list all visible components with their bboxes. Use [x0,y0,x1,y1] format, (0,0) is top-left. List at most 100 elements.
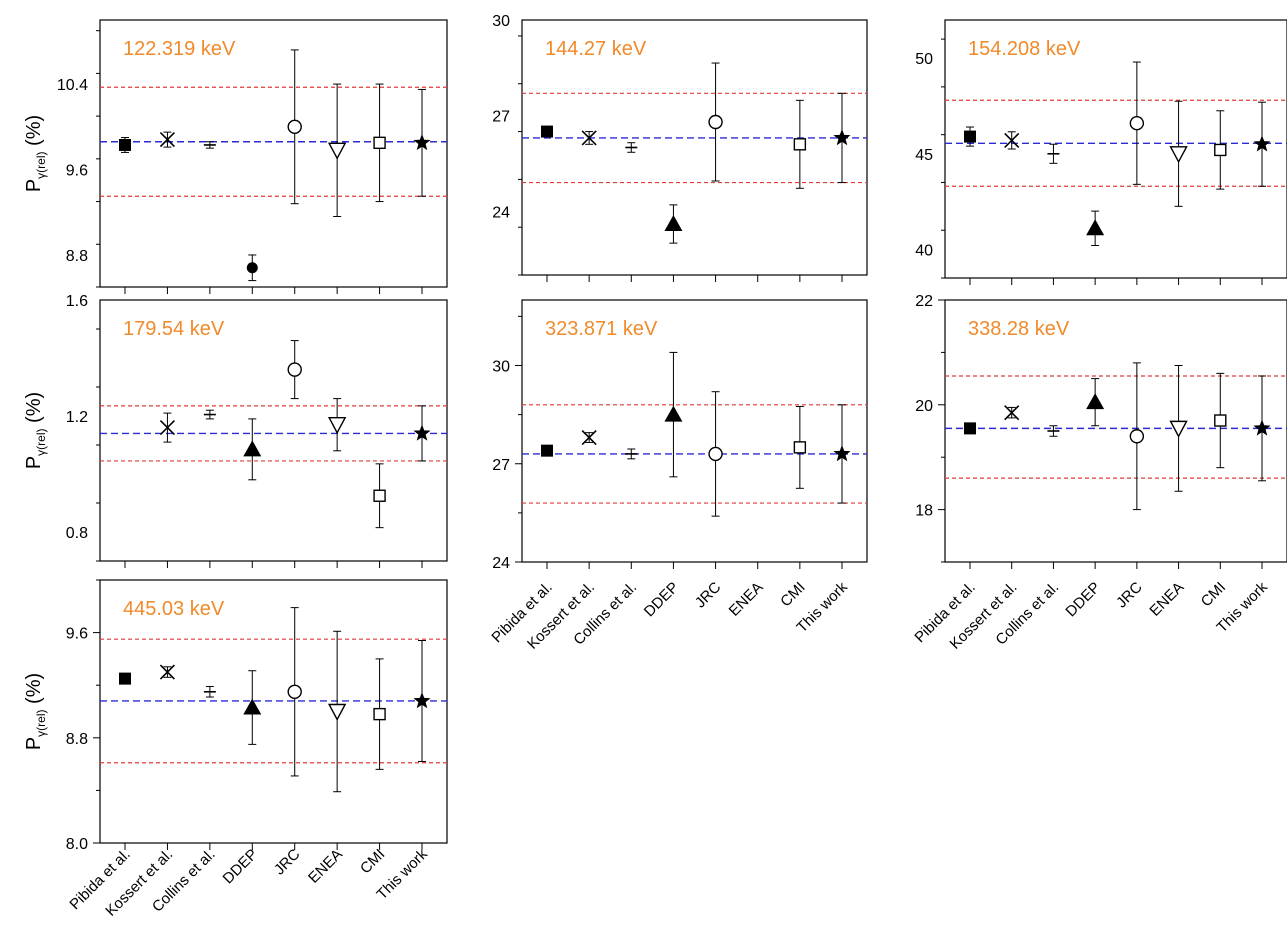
marker-x-cross [159,132,175,148]
y-tick-label: 24 [492,204,510,221]
marker-open-square [793,138,807,151]
y-tick-label: 8.8 [66,731,88,748]
y-tick-label: 8.8 [66,248,88,265]
marker-filled-square [541,125,553,138]
marker-open-circle [708,446,723,462]
marker-filled-square [964,130,976,143]
marker-open-triangle-down [327,142,347,160]
plot-frame [99,579,448,844]
x-category-label: DDEP [641,579,682,620]
marker-filled-square [964,422,976,435]
chart-title: 144.27 keV [545,38,647,60]
chart-title: 122.319 keV [123,38,236,60]
chart-panel-7: 8.0 8.8 9.6 445.03 keV Pγ(rel) (%) [23,579,448,853]
y-axis-label: Pγ(rel) (%) [23,392,48,469]
x-category-label: ENEA [726,579,767,620]
chart-panel-6: 18 20 22 338.28 keV [915,293,1287,569]
y-tick-label: 27 [492,109,510,126]
marker-x-cross [581,130,597,146]
marker-open-triangle-down [1169,146,1188,164]
chart-title: 179.54 keV [123,318,225,340]
x-category-label: JRC [271,846,304,879]
x-category-labels: Pibida et al.Kossert et al.Collins et al… [911,578,1271,652]
x-category-label: JRC [692,579,725,612]
marker-open-circle [1129,115,1145,131]
plot-frame [99,299,448,562]
chart-panel-3: 40 45 50 154.208 keV [915,19,1287,285]
y-tick-label: 1.2 [66,409,88,426]
y-tick-label: 9.6 [66,626,88,643]
plot-frame [521,19,868,276]
y-tick-label: 18 [915,503,933,520]
x-category-label: DDEP [1062,579,1103,620]
marker-x-cross [1004,405,1020,421]
marker-open-square [1214,143,1227,157]
marker-filled-star [413,691,431,709]
marker-open-circle [287,684,302,699]
marker-filled-star [413,424,431,441]
marker-filled-square [119,138,131,151]
marker-open-square [373,136,386,150]
chart-panel-2: 24 27 30 144.27 keV [492,13,868,282]
y-tick-label: 30 [492,359,510,376]
chart-panel-5: 24 27 30 323.871 keV [492,299,868,572]
marker-filled-triangle [1086,393,1105,410]
y-tick-label: 1.6 [66,293,88,310]
plot-frame [944,19,1287,279]
y-axis-label: Pγ(rel) (%) [23,115,48,192]
chart-title: 445.03 keV [123,598,225,620]
marker-filled-star [413,133,431,151]
chart-title: 154.208 keV [968,38,1081,60]
y-tick-label: 20 [915,398,933,415]
marker-x-cross [159,664,175,680]
marker-filled-square [119,672,131,685]
marker-open-square [373,489,386,502]
x-category-label: ENEA [305,846,346,887]
y-tick-label: 40 [915,242,933,259]
y-tick-label: 10.4 [57,77,88,94]
x-category-label: JRC [1113,579,1146,612]
marker-open-triangle-down [327,703,347,721]
marker-filled-square [541,444,553,457]
chart-panel-1: 8.8 9.6 10.4 122.319 keV Pγ(rel) (%) [23,19,448,294]
marker-filled-triangle [243,440,262,457]
marker-open-circle [287,119,302,135]
y-tick-label: 50 [915,51,933,68]
x-category-label: DDEP [220,846,261,887]
y-tick-label: 30 [492,13,510,30]
marker-filled-triangle [243,698,262,715]
marker-open-triangle-down [327,417,347,435]
x-category-label: CMI [357,846,388,877]
marker-filled-star [1253,419,1271,436]
chart-title: 338.28 keV [968,318,1070,340]
y-tick-label: 22 [915,293,933,310]
marker-filled-star [833,128,851,146]
y-tick-label: 27 [492,457,510,474]
y-tick-label: 8.0 [66,836,88,853]
plot-frame [944,299,1287,563]
plot-frame [99,19,448,288]
marker-filled-triangle [664,405,683,422]
x-category-labels: Pibida et al.Kossert et al.Collins et al… [66,845,431,919]
y-tick-label: 9.6 [66,163,88,180]
marker-filled-triangle [664,215,683,231]
marker-x-cross [1004,132,1020,148]
marker-x-cross [581,429,597,446]
y-tick-label: 45 [915,147,933,164]
chart-title: 323.871 keV [545,318,658,340]
marker-x-cross [159,420,175,436]
marker-filled-star [1253,135,1271,152]
marker-open-triangle-down [1169,420,1188,438]
marker-filled-star [833,444,851,462]
marker-open-circle [287,362,302,377]
chart-panel-4: 0.8 1.2 1.6 179.54 keV Pγ(rel) (%) [23,293,448,568]
marker-open-square [373,707,386,721]
y-axis-label: Pγ(rel) (%) [23,673,48,750]
plot-frame [521,299,868,563]
x-category-label: ENEA [1146,579,1187,620]
marker-open-square [1214,414,1227,427]
marker-open-square [793,441,807,454]
x-category-labels: Pibida et al.Kossert et al.Collins et al… [488,578,851,652]
y-tick-label: 0.8 [66,525,88,542]
